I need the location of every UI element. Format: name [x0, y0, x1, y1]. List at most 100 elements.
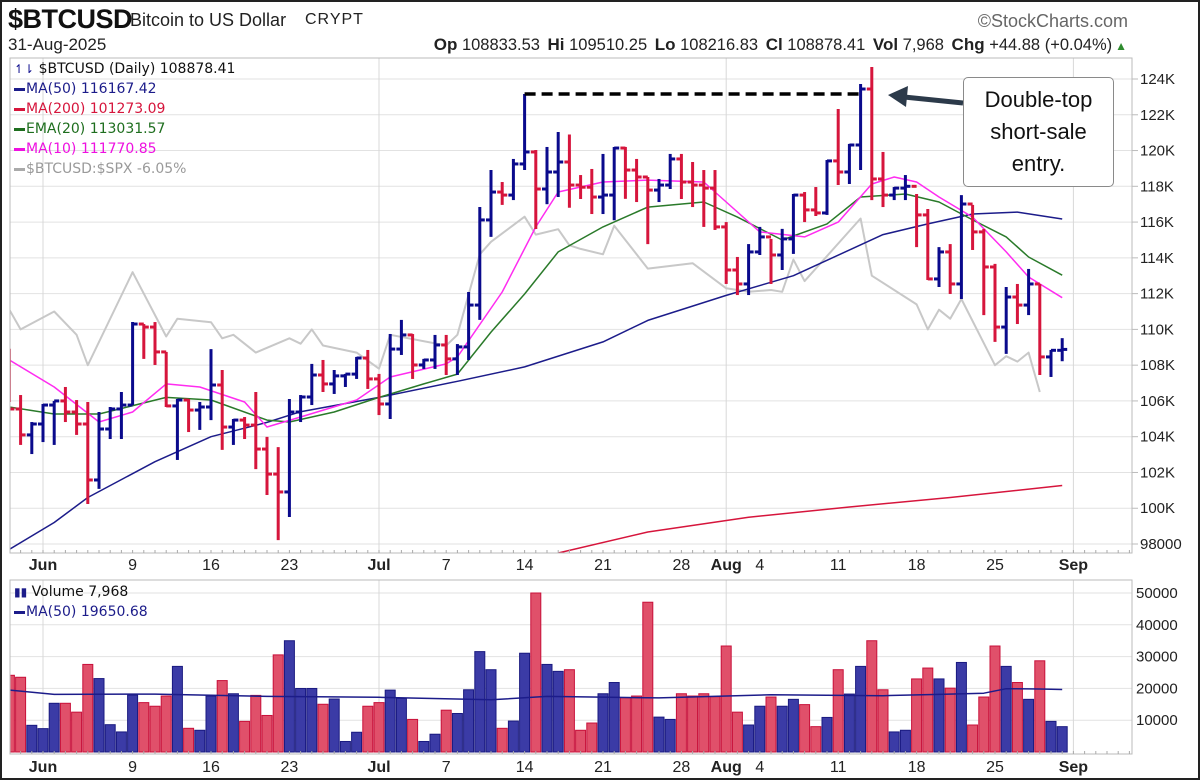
- volume-legend: ▮▮ Volume 7,968 MA(50) 19650.68: [14, 582, 148, 622]
- volume-bar: [776, 705, 788, 753]
- volume-bar: [227, 693, 239, 753]
- price-bar: [463, 292, 474, 360]
- price-bar: [542, 146, 552, 205]
- price-bar: [911, 184, 922, 248]
- price-bar: [194, 402, 205, 430]
- volume-bar: [474, 651, 486, 753]
- close-value: 108878.41: [787, 36, 866, 54]
- price-bar: [855, 84, 866, 171]
- price-bar: [553, 131, 564, 198]
- price-bar: [1001, 287, 1012, 354]
- price-bar: [362, 349, 373, 389]
- price-bar: [710, 170, 720, 230]
- price-bar: [183, 398, 194, 433]
- price-tick-label: 102K: [1140, 464, 1175, 481]
- x-tick-label: 9: [128, 759, 137, 776]
- volume-bar: [48, 702, 60, 753]
- legend-ma10-label: MA(10) 111770.85: [26, 141, 157, 157]
- x-tick-label: 9: [128, 557, 137, 574]
- volume-bar: [250, 694, 262, 753]
- price-bar: [833, 109, 844, 186]
- price-bar: [598, 153, 608, 215]
- x-tick-label: 21: [594, 557, 612, 574]
- price-tick-label: 98000: [1140, 536, 1182, 553]
- price-plot: [10, 67, 1068, 553]
- x-tick-label: Aug: [711, 557, 742, 574]
- volume-bar: [530, 592, 542, 753]
- price-bar: [127, 322, 138, 407]
- x-tick-label: 7: [442, 759, 451, 776]
- axes: 124K 122K 120K 118K 116K 114K 112K 110K 108K 106K…: [20, 71, 1182, 776]
- price-bar: [878, 151, 888, 208]
- volume-bar: [1045, 720, 1057, 753]
- price-tick-label: 116K: [1140, 214, 1174, 231]
- price-bar: [967, 202, 978, 250]
- change-key: Chg: [951, 35, 985, 54]
- legend-ratio-label: $BTCUSD:$SPX -6.05%: [26, 161, 187, 177]
- x-tick-label: 23: [281, 557, 299, 574]
- low-value: 108216.83: [680, 36, 759, 54]
- volume-bar: [26, 724, 38, 753]
- price-bar: [1046, 348, 1056, 377]
- price-bar: [1012, 283, 1023, 325]
- price-bar: [956, 195, 967, 299]
- bar-chart-icon: ↿⇂: [14, 62, 35, 76]
- price-bar: [866, 67, 877, 201]
- volume-bar: [743, 724, 755, 753]
- volume-bar: [687, 695, 699, 753]
- volume-bar: [295, 687, 307, 753]
- price-bar: [441, 334, 452, 375]
- volume-bar: [384, 689, 396, 753]
- ma10-swatch: [14, 147, 25, 151]
- volume-bar: [563, 669, 575, 753]
- ema20-line: [10, 193, 1063, 423]
- volume-bar: [922, 667, 934, 753]
- x-tick-label: 25: [986, 557, 1004, 574]
- price-bar: [94, 412, 104, 489]
- volume-bar: [149, 705, 161, 753]
- volume-bar: [978, 696, 990, 753]
- price-bar: [945, 244, 956, 294]
- volume-bar: [608, 682, 620, 753]
- volume-tick-label: 30000: [1136, 649, 1178, 666]
- volume-bar: [754, 705, 766, 753]
- price-bar: [721, 222, 732, 284]
- volume-bar: [642, 601, 654, 753]
- price-bar: [318, 359, 328, 392]
- price-bar: [452, 344, 463, 375]
- volume-bar: [1011, 682, 1023, 753]
- annotation-callout: Double-top short-sale entry.: [963, 77, 1114, 187]
- copyright-link[interactable]: ©StockCharts.com: [977, 11, 1128, 31]
- volume-tick-label: 10000: [1136, 712, 1178, 729]
- price-bar: [698, 170, 709, 227]
- price-tick-label: 104K: [1140, 429, 1175, 446]
- price-bar: [609, 146, 620, 221]
- volume-bar: [440, 709, 452, 753]
- price-bar: [810, 187, 821, 216]
- x-tick-label: 16: [202, 557, 220, 574]
- price-bar: [665, 153, 676, 189]
- volume-bar: [821, 716, 833, 753]
- price-bar: [340, 372, 351, 387]
- price-bar: [620, 146, 631, 199]
- price-bar: [262, 436, 272, 496]
- volume-bar: [183, 727, 195, 753]
- volume-bar: [115, 731, 127, 753]
- volume-bar: [619, 697, 631, 753]
- vol-ma50-swatch: [14, 610, 25, 614]
- price-bar: [777, 228, 788, 271]
- legend-volume-label: Volume 7,968: [31, 584, 129, 600]
- price-bar: [150, 322, 160, 365]
- price-bar: [60, 386, 71, 423]
- volume-bar: [194, 729, 206, 753]
- x-tick-label: 21: [594, 759, 612, 776]
- volume-bar: [933, 678, 945, 753]
- volume-tick-label: 50000: [1136, 585, 1178, 602]
- low-key: Lo: [654, 35, 676, 54]
- price-tick-label: 118K: [1140, 178, 1174, 195]
- price-bar: [788, 193, 799, 254]
- volume-bar: [586, 722, 598, 753]
- x-tick-label: Jul: [367, 759, 390, 776]
- price-bar: [228, 418, 239, 445]
